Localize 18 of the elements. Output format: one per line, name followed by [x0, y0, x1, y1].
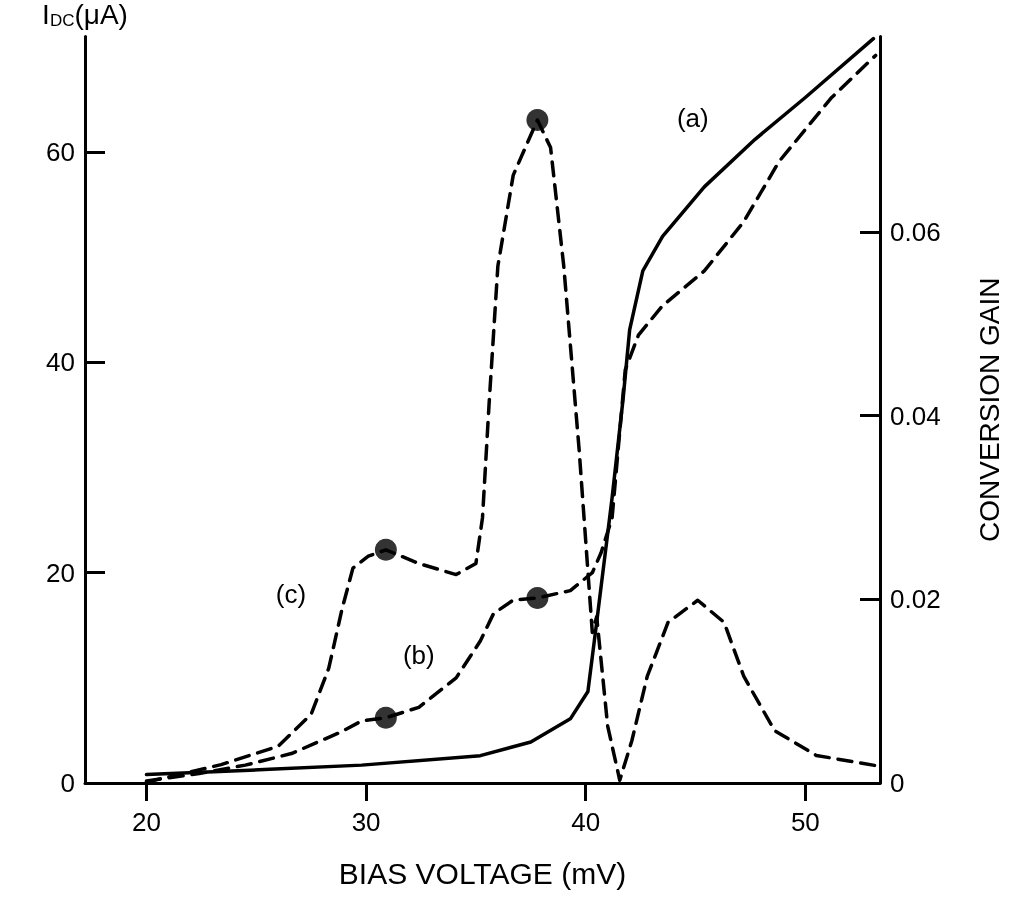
y-tick-label: 20	[46, 557, 75, 588]
y-tick-label: 40	[46, 347, 75, 378]
y2-tick-label: 0.06	[890, 217, 941, 248]
series-label: (b)	[402, 640, 435, 671]
x-tick-label: 20	[132, 807, 161, 837]
y-axis-title: IDC(μA)	[42, 0, 128, 30]
y-tick-label: 0	[60, 768, 75, 798]
x-tick-label: 40	[571, 807, 601, 837]
y2-axis-title: CONVERSION GAIN	[973, 277, 1005, 542]
y-tick-label: 60	[46, 137, 75, 168]
series-label: (c)	[275, 579, 307, 610]
x-tick-label: 50	[790, 807, 820, 837]
x-tick-label: 30	[351, 807, 381, 837]
series-label: (a)	[676, 102, 709, 133]
y2-tick-label: 0.02	[890, 584, 941, 615]
y2-tick-label: 0	[890, 768, 905, 798]
x-axis-title: BIAS VOLTAGE (mV)	[338, 856, 627, 890]
y2-tick-label: 0.04	[890, 400, 941, 431]
